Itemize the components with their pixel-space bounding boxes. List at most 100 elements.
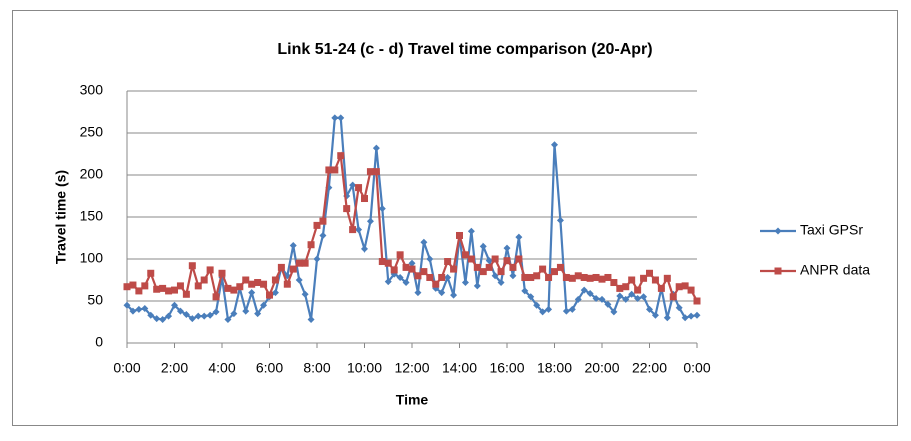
- marker: [129, 307, 137, 315]
- marker: [242, 307, 250, 315]
- marker: [473, 263, 481, 271]
- y-tick-label: 250: [80, 124, 104, 140]
- marker: [675, 304, 683, 312]
- marker: [527, 293, 535, 301]
- marker: [194, 282, 202, 290]
- marker: [663, 274, 671, 282]
- marker: [141, 282, 149, 290]
- marker: [141, 305, 149, 313]
- marker: [212, 308, 220, 316]
- marker: [444, 273, 452, 281]
- marker: [574, 272, 582, 280]
- y-axis-label: Travel time (s): [53, 170, 69, 264]
- marker: [390, 266, 398, 274]
- marker: [153, 285, 161, 293]
- marker: [361, 195, 368, 203]
- marker: [545, 273, 553, 281]
- marker: [295, 276, 303, 284]
- marker: [337, 152, 345, 160]
- marker: [200, 312, 208, 320]
- marker: [200, 276, 208, 284]
- marker: [230, 310, 238, 318]
- chart-border: [12, 10, 898, 426]
- marker: [343, 205, 351, 213]
- marker: [521, 273, 529, 281]
- marker: [438, 289, 446, 297]
- marker: [438, 273, 446, 281]
- marker: [355, 226, 363, 234]
- marker: [503, 244, 511, 252]
- marker: [206, 311, 214, 319]
- marker: [461, 251, 469, 259]
- x-tick-label: 14:00: [442, 360, 477, 376]
- marker: [610, 308, 618, 316]
- marker: [479, 242, 487, 250]
- marker: [693, 311, 701, 319]
- marker: [444, 258, 452, 266]
- marker: [414, 289, 422, 297]
- marker: [646, 305, 653, 313]
- chart-title: Link 51-24 (c - d) Travel time compariso…: [277, 41, 652, 58]
- marker: [598, 295, 606, 303]
- marker: [171, 301, 178, 309]
- y-tick-label: 100: [80, 250, 104, 266]
- x-tick-label: 0:00: [113, 360, 140, 376]
- marker: [503, 257, 511, 265]
- marker: [485, 263, 493, 271]
- marker: [646, 269, 653, 277]
- y-tick-label: 150: [80, 208, 104, 224]
- marker: [598, 275, 606, 283]
- marker: [176, 282, 184, 290]
- x-tick-label: 2:00: [161, 360, 188, 376]
- marker: [640, 274, 648, 282]
- marker: [562, 273, 570, 281]
- marker: [361, 245, 368, 253]
- legend-label: ANPR data: [800, 262, 870, 278]
- y-tick-label: 200: [80, 166, 104, 182]
- marker: [628, 290, 636, 298]
- marker: [675, 283, 683, 291]
- marker: [551, 141, 558, 149]
- marker: [402, 279, 410, 287]
- x-tick-label: 6:00: [256, 360, 283, 376]
- marker: [426, 255, 434, 263]
- marker: [586, 289, 594, 297]
- marker: [580, 286, 588, 294]
- marker: [539, 308, 547, 316]
- x-tick-label: 16:00: [489, 360, 524, 376]
- marker: [426, 273, 434, 281]
- marker: [687, 286, 695, 294]
- marker: [212, 293, 220, 301]
- marker: [366, 168, 374, 176]
- marker: [515, 233, 523, 241]
- marker: [349, 181, 357, 189]
- marker: [242, 276, 250, 284]
- marker: [319, 231, 327, 239]
- marker: [420, 238, 428, 246]
- marker: [774, 227, 782, 235]
- y-tick-label: 50: [87, 292, 103, 308]
- marker: [153, 315, 161, 323]
- marker: [188, 315, 196, 323]
- x-tick-label: 18:00: [537, 360, 572, 376]
- marker: [485, 257, 493, 265]
- marker: [129, 281, 137, 289]
- marker: [123, 283, 131, 291]
- marker: [372, 168, 380, 176]
- marker: [271, 289, 279, 297]
- marker: [651, 311, 659, 319]
- marker: [509, 263, 517, 271]
- x-axis-label: Time: [396, 392, 429, 408]
- marker: [562, 307, 570, 315]
- marker: [497, 268, 505, 276]
- marker: [266, 291, 273, 299]
- marker: [135, 287, 143, 295]
- marker: [568, 305, 576, 313]
- x-tick-label: 8:00: [303, 360, 330, 376]
- marker: [681, 314, 689, 322]
- marker: [527, 273, 535, 281]
- marker: [384, 259, 392, 267]
- marker: [497, 279, 505, 287]
- marker: [194, 312, 202, 320]
- marker: [592, 294, 600, 302]
